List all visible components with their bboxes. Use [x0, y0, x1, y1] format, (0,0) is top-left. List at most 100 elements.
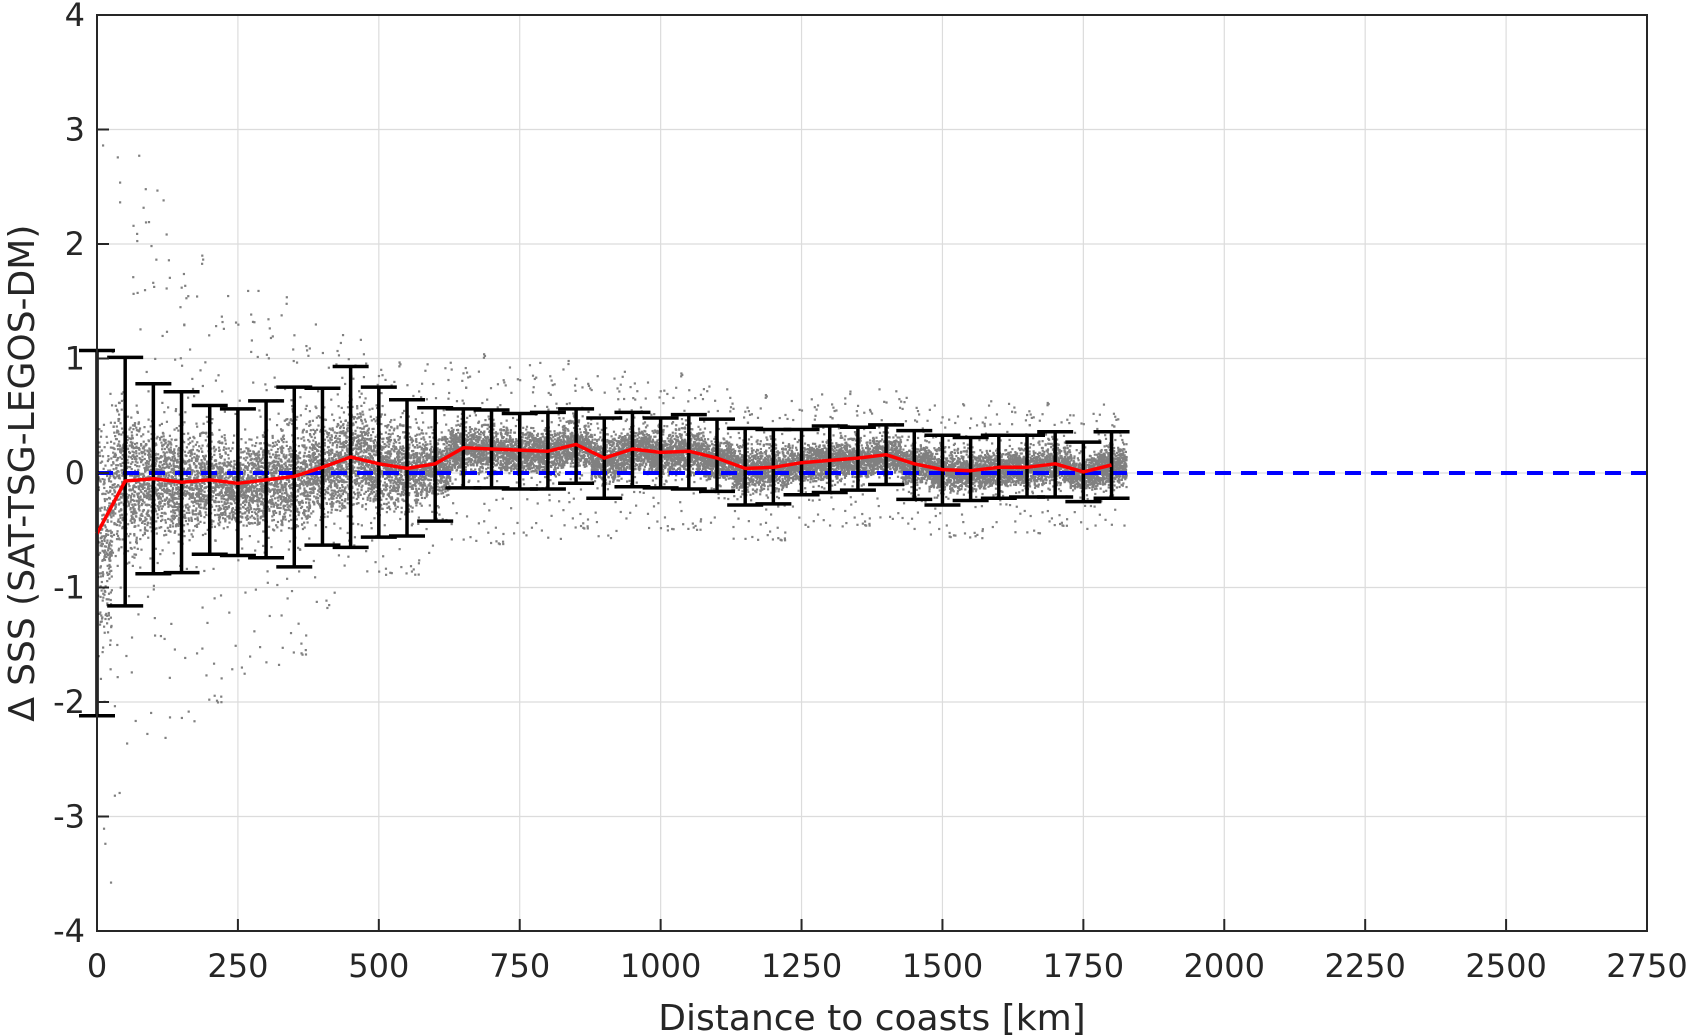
- scatter-point: [98, 451, 101, 454]
- scatter-point: [119, 516, 122, 519]
- scatter-point: [283, 469, 286, 472]
- scatter-point: [282, 496, 285, 499]
- scatter-point: [258, 508, 261, 511]
- scatter-point: [214, 489, 217, 492]
- scatter-point: [113, 705, 117, 708]
- scatter-point: [215, 496, 218, 500]
- scatter-point: [105, 541, 108, 544]
- scatter-point: [153, 634, 157, 637]
- scatter-point: [295, 361, 299, 364]
- scatter-point: [98, 541, 101, 544]
- scatter-point: [232, 490, 235, 493]
- scatter-point: [253, 489, 256, 492]
- scatter-point: [158, 469, 161, 472]
- scatter-point: [165, 484, 168, 487]
- scatter-point: [227, 494, 230, 497]
- scatter-point: [147, 498, 151, 501]
- scatter-point: [355, 450, 358, 453]
- scatter-point: [107, 546, 110, 550]
- scatter-point: [166, 458, 169, 461]
- scatter-point: [147, 430, 150, 433]
- scatter-point: [315, 406, 318, 410]
- scatter-point: [221, 494, 225, 497]
- scatter-point: [187, 443, 190, 446]
- scatter-point: [362, 413, 365, 416]
- scatter-point: [109, 550, 113, 553]
- scatter-point: [341, 334, 345, 337]
- scatter-point: [110, 552, 113, 555]
- scatter-point: [108, 490, 112, 493]
- scatter-point: [112, 451, 115, 454]
- scatter-point: [172, 496, 175, 499]
- scatter-point: [259, 503, 263, 506]
- scatter-point: [141, 514, 144, 518]
- scatter-point: [100, 544, 103, 548]
- scatter-point: [164, 519, 167, 522]
- scatter-point: [246, 514, 249, 517]
- scatter-point: [308, 424, 311, 427]
- scatter-point: [148, 503, 151, 507]
- scatter-point: [359, 482, 362, 485]
- scatter-point: [163, 482, 167, 485]
- scatter-point: [176, 523, 179, 526]
- scatter-point: [276, 506, 279, 510]
- scatter-point: [205, 415, 208, 419]
- scatter-point: [299, 506, 303, 510]
- scatter-point: [246, 468, 249, 472]
- scatter-point: [228, 463, 231, 466]
- scatter-point: [117, 547, 121, 550]
- scatter-point: [255, 474, 258, 478]
- scatter-point: [173, 648, 176, 651]
- scatter-point: [121, 471, 124, 475]
- scatter-point: [177, 497, 180, 500]
- scatter-point: [290, 453, 294, 456]
- scatter-point: [205, 499, 208, 502]
- scatter-point: [308, 506, 311, 510]
- scatter-point: [139, 458, 142, 461]
- scatter-point: [135, 481, 139, 484]
- scatter-point: [135, 474, 139, 477]
- scatter-point: [147, 466, 150, 469]
- scatter-point: [195, 483, 198, 486]
- scatter-point: [203, 463, 206, 466]
- scatter-point: [134, 469, 137, 472]
- scatter-point: [219, 468, 222, 471]
- scatter-point: [118, 520, 121, 523]
- scatter-point: [155, 532, 158, 535]
- scatter-point: [271, 515, 274, 518]
- scatter-point: [244, 428, 247, 431]
- scatter-point: [216, 466, 220, 469]
- scatter-point: [137, 507, 140, 511]
- scatter-point: [277, 496, 280, 499]
- scatter-point: [113, 489, 116, 492]
- scatter-point: [242, 524, 245, 527]
- scatter-point: [306, 497, 309, 500]
- scatter-point: [100, 589, 103, 592]
- scatter-point: [161, 518, 164, 521]
- scatter-point: [338, 445, 341, 448]
- scatter-point: [221, 320, 224, 324]
- scatter-point: [221, 497, 225, 500]
- scatter-point: [143, 457, 146, 461]
- scatter-point: [275, 460, 278, 463]
- scatter-point: [229, 491, 232, 494]
- scatter-point: [100, 617, 104, 620]
- scatter-point: [115, 464, 118, 467]
- scatter-point: [185, 462, 188, 465]
- scatter-point: [232, 434, 236, 437]
- scatter-point: [135, 450, 138, 453]
- scatter-point: [176, 492, 179, 496]
- scatter-point: [108, 577, 111, 580]
- scatter-point: [172, 501, 176, 504]
- scatter-point: [146, 503, 149, 506]
- scatter-point: [188, 511, 191, 514]
- scatter-point: [278, 512, 281, 516]
- scatter-point: [334, 434, 338, 437]
- scatter-point: [262, 489, 265, 492]
- scatter-point: [195, 525, 199, 528]
- scatter-point: [222, 485, 225, 488]
- scatter-point: [175, 509, 178, 512]
- scatter-point: [200, 447, 203, 450]
- scatter-point: [243, 494, 247, 497]
- scatter-point: [358, 440, 361, 443]
